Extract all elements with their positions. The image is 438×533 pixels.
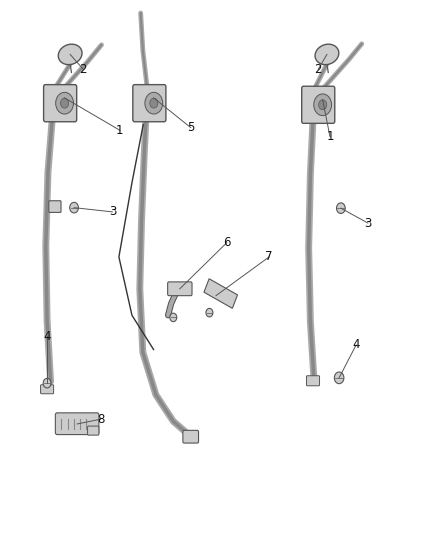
FancyBboxPatch shape	[88, 426, 99, 435]
Text: 5: 5	[187, 121, 194, 134]
Circle shape	[43, 378, 51, 388]
Circle shape	[170, 313, 177, 321]
Circle shape	[336, 203, 345, 214]
Text: 8: 8	[97, 413, 104, 426]
FancyBboxPatch shape	[41, 385, 53, 394]
Circle shape	[318, 100, 327, 110]
FancyBboxPatch shape	[133, 85, 166, 122]
FancyBboxPatch shape	[183, 430, 198, 443]
FancyBboxPatch shape	[55, 413, 99, 434]
FancyBboxPatch shape	[168, 282, 192, 296]
Ellipse shape	[58, 44, 82, 64]
Text: 3: 3	[364, 216, 371, 230]
FancyBboxPatch shape	[49, 201, 61, 213]
Text: 2: 2	[79, 63, 87, 76]
Text: 1: 1	[116, 124, 124, 137]
Polygon shape	[204, 279, 237, 308]
Circle shape	[314, 94, 332, 116]
Circle shape	[56, 92, 74, 114]
Text: 7: 7	[265, 251, 273, 263]
Circle shape	[60, 98, 69, 108]
FancyBboxPatch shape	[307, 376, 320, 386]
Circle shape	[206, 309, 213, 317]
Text: 3: 3	[109, 205, 116, 219]
FancyBboxPatch shape	[302, 86, 335, 123]
FancyBboxPatch shape	[44, 85, 77, 122]
Text: 4: 4	[352, 338, 360, 351]
Circle shape	[145, 92, 162, 114]
Text: 1: 1	[326, 130, 334, 143]
Text: 6: 6	[223, 236, 230, 249]
Circle shape	[70, 203, 78, 213]
Circle shape	[150, 98, 158, 108]
Ellipse shape	[315, 44, 339, 64]
Circle shape	[334, 372, 344, 384]
Text: 2: 2	[314, 63, 322, 76]
Text: 4: 4	[43, 330, 51, 343]
